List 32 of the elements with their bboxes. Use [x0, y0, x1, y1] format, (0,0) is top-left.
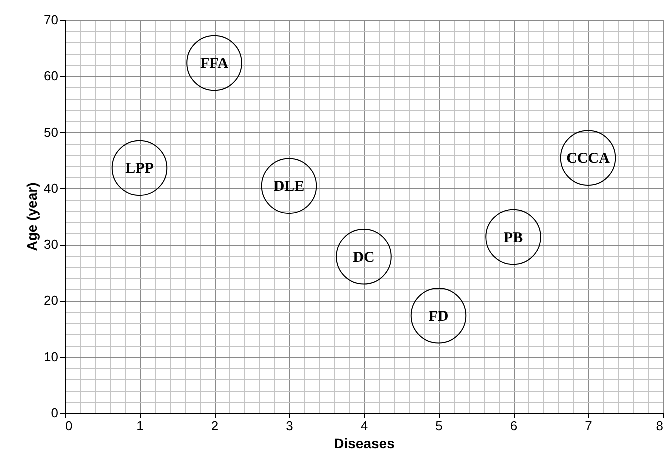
y-tick-label: 0: [51, 406, 58, 420]
y-tick-label: 60: [44, 68, 58, 84]
annotation: DC: [353, 250, 375, 266]
x-tick-label: 5: [436, 418, 443, 434]
x-tick-label: 0: [66, 418, 73, 434]
x-axis-title: Diseases: [334, 436, 396, 452]
x-tick-label: 6: [510, 418, 518, 434]
point: [186, 35, 242, 92]
annotation: LPP: [126, 161, 154, 178]
annotation: FD: [428, 308, 449, 325]
annotation: FFA: [200, 56, 229, 72]
y-tick-label: 40: [44, 180, 58, 196]
x-tick-label: 1: [136, 418, 144, 434]
y-tick-label: 70: [44, 12, 58, 28]
y-axis-title: Age (year): [24, 182, 40, 252]
x-tick-label: 8: [656, 418, 664, 434]
x-tick-label: 3: [286, 418, 294, 434]
y-tick-label: 20: [44, 293, 58, 308]
y-tick-label: 30: [44, 237, 58, 252]
x-tick-label: 4: [360, 418, 368, 434]
y-tick-label: 50: [44, 124, 58, 140]
annotation: PB: [504, 230, 524, 246]
point: [336, 229, 392, 285]
x-tick-label: 7: [585, 418, 592, 434]
point: [112, 140, 168, 196]
point: [486, 209, 542, 266]
y-tick-label: 10: [44, 349, 58, 364]
point: [261, 158, 318, 214]
point: [410, 288, 467, 344]
annotation: DLE: [274, 179, 305, 196]
annotation: CCCA: [566, 151, 610, 168]
x-tick-label: 2: [211, 418, 219, 434]
